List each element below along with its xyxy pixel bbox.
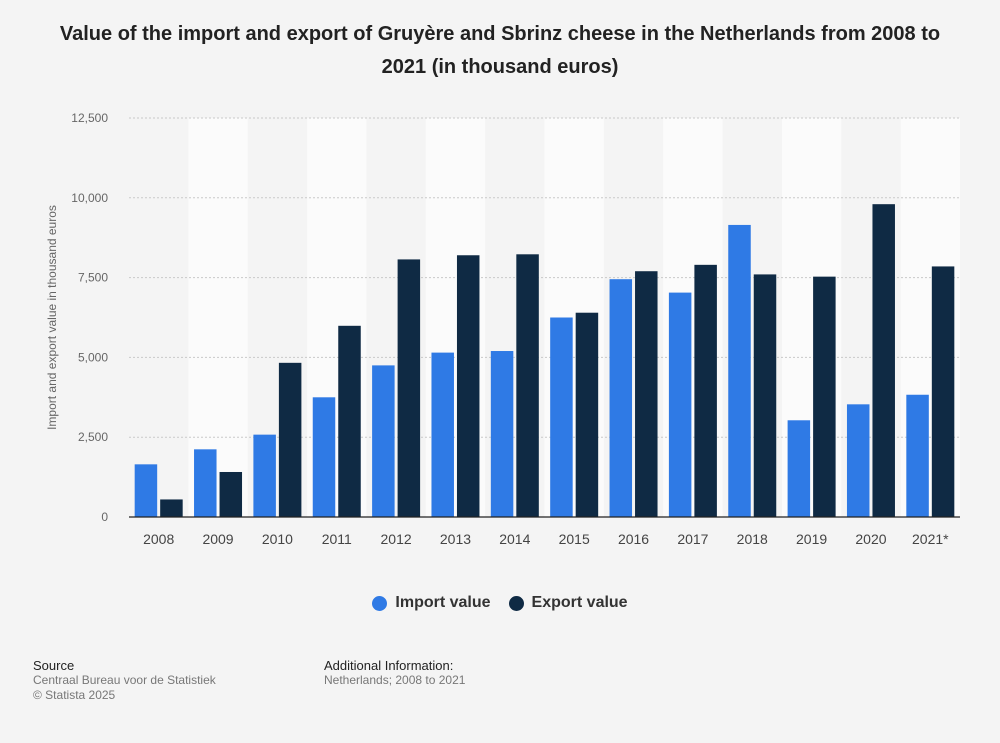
export-bar [338,325,361,517]
legend-label-import: Import value [395,594,491,611]
x-tick-label: 2010 [262,531,293,547]
import-bar [906,394,929,517]
x-tick-label: 2016 [618,531,649,547]
import-bar [668,292,692,517]
export-bar [219,471,243,517]
x-tick-label: 2018 [737,531,768,547]
additional-info-block: Additional Information: Netherlands; 200… [324,658,465,688]
export-bar [753,274,777,517]
import-bar [312,397,336,517]
source-heading: Source [33,658,75,673]
legend-swatch-import [372,595,388,611]
x-tick-label: 2021* [912,531,949,547]
y-tick-label: 10,000 [71,191,108,205]
export-bar [813,276,836,517]
export-bar [872,204,895,517]
y-tick-label: 12,500 [71,111,108,125]
x-tick-label: 2011 [322,531,352,547]
y-axis-label: Import and export value in thousand euro… [45,205,59,430]
y-tick-label: 2,500 [78,430,108,444]
export-bar [694,264,717,517]
export-bar [397,259,421,517]
x-tick-label: 2020 [855,531,886,547]
import-bar [787,420,811,517]
export-bar [456,255,480,518]
source-line[interactable]: Centraal Bureau voor de Statistiek [33,673,216,687]
x-tick-label: 2014 [499,531,530,547]
legend: Import value Export value [0,594,1000,612]
x-tick-label: 2012 [381,531,412,547]
chart-title: Value of the import and export of Gruyèr… [59,23,941,78]
export-bar [516,254,539,517]
import-bar [490,351,514,517]
import-bar [846,404,870,517]
legend-label-export: Export value [531,594,628,611]
x-tick-label: 2008 [143,531,174,547]
import-bar [372,365,395,517]
additional-info-heading: Additional Information: [324,658,454,673]
import-bar [728,224,751,517]
export-bar [575,312,599,517]
source-block: Source Centraal Bureau voor de Statistie… [33,658,216,703]
additional-info-text: Netherlands; 2008 to 2021 [324,673,466,687]
x-tick-label: 2019 [796,531,827,547]
export-bar [635,271,658,517]
x-tick-label: 2013 [440,531,471,547]
export-bar [160,499,183,517]
y-tick-label: 7,500 [78,271,108,285]
export-bar [931,266,955,517]
y-tick-label: 5,000 [78,350,108,364]
import-bar [134,464,158,517]
x-tick-label: 2017 [677,531,708,547]
import-bar [550,317,573,517]
copyright-line: © Statista 2025 [33,688,116,702]
import-bar [253,434,276,517]
import-bar [194,449,217,517]
import-bar [431,352,454,517]
legend-item-import[interactable]: Import value [372,594,491,612]
legend-swatch-export [508,595,524,611]
x-tick-label: 2015 [559,531,590,547]
x-tick-label: 2009 [202,531,233,547]
import-bar [609,279,633,517]
y-tick-label: 0 [101,510,108,524]
legend-item-export[interactable]: Export value [508,594,628,612]
export-bar [278,362,302,517]
